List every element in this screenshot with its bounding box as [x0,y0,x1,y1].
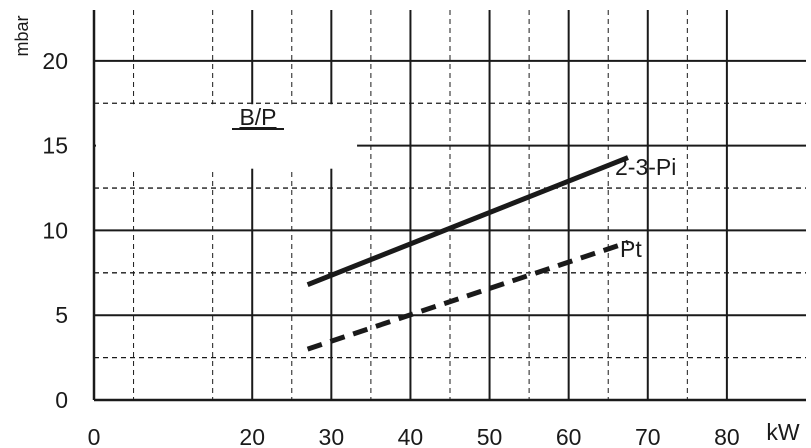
x-tick-label: 40 [398,424,424,448]
y-tick-label: 0 [55,387,68,413]
y-tick-label: 15 [42,133,68,159]
minor-grid [94,10,806,400]
y-tick-label: 10 [42,217,68,243]
y-tick-label: 5 [55,302,68,328]
series-layer [306,155,629,352]
x-tick-label: 30 [319,424,345,448]
x-tick-label: 0 [88,424,101,448]
y-axis-label: mbar [12,15,32,56]
x-tick-label: 80 [714,424,740,448]
chart-title: B/P [239,104,276,130]
y-tick-label: 20 [42,48,68,74]
x-tick-label: 60 [556,424,582,448]
tick-labels: 0 20 30 40 50 60 70 80 0 5 10 15 20 [42,48,739,448]
x-tick-label: 70 [635,424,661,448]
title-background [96,104,358,169]
series-line-0 [306,155,629,288]
x-axis-label: kW [766,419,800,445]
series-label-2-3-pi: 2-3-Pi [615,154,676,180]
series-line-1 [306,239,629,352]
axes [92,10,806,402]
x-tick-label: 50 [477,424,503,448]
series-label-pt: Pt [620,236,642,262]
x-tick-label: 20 [239,424,265,448]
